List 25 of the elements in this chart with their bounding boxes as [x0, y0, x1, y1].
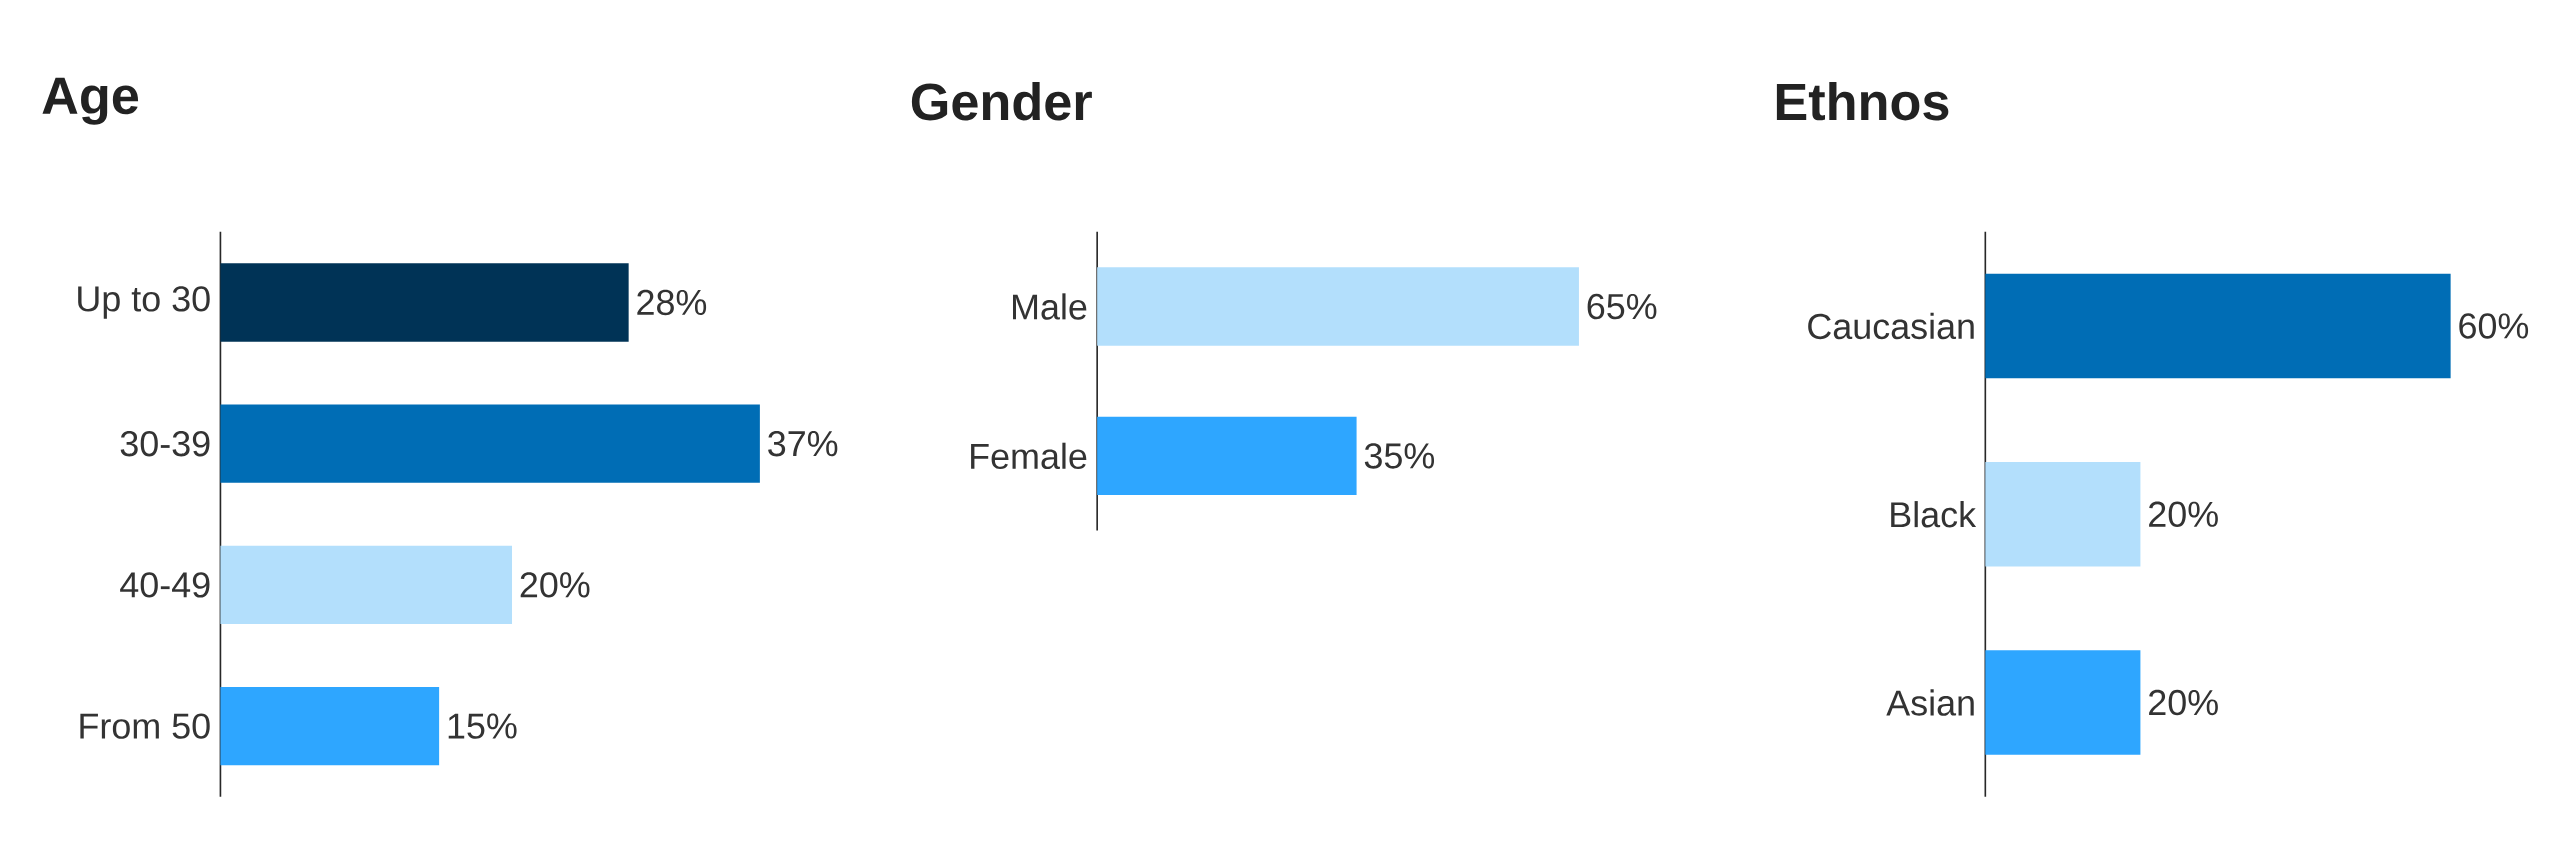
bar: [220, 263, 629, 342]
bar: [220, 404, 760, 484]
data-label: 20%: [2149, 501, 2218, 528]
data-label: 20%: [520, 572, 590, 598]
chart-title: Gender: [911, 82, 1092, 121]
data-label: 15%: [448, 713, 517, 739]
y-tick-label: Up to 30: [78, 286, 210, 319]
y-tick-label: Caucasian: [1808, 312, 1974, 340]
y-tick-label: 30-39: [120, 431, 210, 457]
chart-title: Age: [42, 77, 139, 125]
data-label: 60%: [2459, 313, 2529, 339]
data-label: 35%: [1364, 443, 1435, 469]
y-tick-label: Asian: [1886, 689, 1974, 716]
data-label: 65%: [1587, 293, 1657, 320]
bar: [220, 545, 513, 625]
data-label: 28%: [637, 289, 707, 316]
bar: [220, 687, 440, 766]
y-tick-label: 40-49: [120, 572, 210, 598]
y-tick-label: Black: [1891, 501, 1977, 528]
y-tick-label: Male: [1013, 293, 1087, 320]
y-tick-label: From 50: [80, 713, 210, 740]
chart-title: Ethnos: [1776, 82, 1949, 121]
y-tick-label: Female: [971, 442, 1087, 470]
data-label: 20%: [2149, 690, 2218, 716]
data-label: 37%: [768, 431, 838, 457]
